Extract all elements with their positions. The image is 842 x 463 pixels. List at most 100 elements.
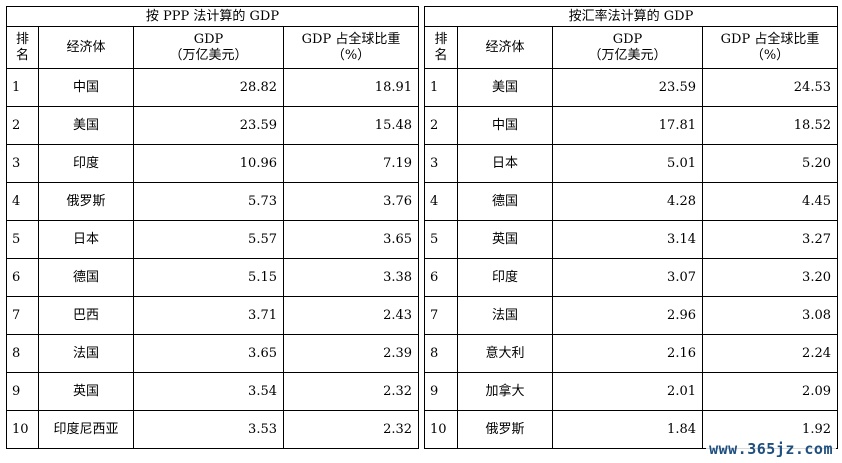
table-row: 3 印度 10.96 7.19 [6, 144, 420, 183]
gdp-value-cell: 2.96 [552, 296, 703, 335]
gdp-value-cell: 3.53 [133, 410, 284, 449]
share-value-cell: 18.52 [702, 106, 838, 145]
rank-cell: 9 [424, 372, 458, 411]
table-row: 1 中国 28.82 18.91 [6, 68, 420, 107]
table-row: 7 法国 2.96 3.08 [424, 296, 838, 335]
gdp-value-cell: 5.15 [133, 258, 284, 297]
gdp-value-cell: 4.28 [552, 182, 703, 221]
economy-cell: 加拿大 [457, 372, 553, 411]
share-value-cell: 3.27 [702, 220, 838, 259]
economy-cell: 法国 [457, 296, 553, 335]
share-value-cell: 3.08 [702, 296, 838, 335]
share-value-cell: 18.91 [282, 68, 420, 107]
economy-cell: 英国 [38, 372, 134, 411]
table-row: 5 日本 5.57 3.65 [6, 220, 420, 259]
table-row: 2 中国 17.81 18.52 [424, 106, 838, 145]
rank-cell: 7 [424, 296, 458, 335]
economy-cell: 意大利 [457, 334, 553, 373]
share-value-cell: 3.20 [702, 258, 838, 297]
table-row: 4 德国 4.28 4.45 [424, 182, 838, 221]
share-header: GDP 占全球比重 （%） [702, 26, 838, 69]
share-value-cell: 24.53 [702, 68, 838, 107]
gdp-value-cell: 5.57 [133, 220, 284, 259]
rank-cell: 5 [6, 220, 39, 259]
table-row: 6 印度 3.07 3.20 [424, 258, 838, 297]
ppp-gdp-table: 按 PPP 法计算的 GDP 排名 经济体 GDP （万亿美元） GDP 占全球… [5, 6, 420, 449]
rank-cell: 2 [6, 106, 39, 145]
share-value-cell: 5.20 [702, 144, 838, 183]
share-value-cell: 2.43 [282, 296, 420, 335]
economy-cell: 德国 [457, 182, 553, 221]
table-row: 5 英国 3.14 3.27 [424, 220, 838, 259]
share-value-cell: 4.45 [702, 182, 838, 221]
table-title: 按汇率法计算的 GDP [424, 6, 838, 27]
table-row: 1 美国 23.59 24.53 [424, 68, 838, 107]
share-value-cell: 2.09 [702, 372, 838, 411]
rank-cell: 3 [424, 144, 458, 183]
rank-cell: 2 [424, 106, 458, 145]
economy-cell: 俄罗斯 [457, 410, 553, 449]
rank-cell: 7 [6, 296, 39, 335]
economy-cell: 印度 [38, 144, 134, 183]
gdp-value-cell: 3.54 [133, 372, 284, 411]
economy-cell: 美国 [457, 68, 553, 107]
table-row: 9 加拿大 2.01 2.09 [424, 372, 838, 411]
economy-cell: 英国 [457, 220, 553, 259]
gdp-value-cell: 1.84 [552, 410, 703, 449]
economy-header: 经济体 [38, 26, 134, 69]
table-row: 7 巴西 3.71 2.43 [6, 296, 420, 335]
gdp-value-cell: 2.16 [552, 334, 703, 373]
rank-cell: 8 [6, 334, 39, 373]
share-value-cell: 2.32 [282, 410, 420, 449]
share-value-cell: 2.39 [282, 334, 420, 373]
gdp-value-cell: 5.01 [552, 144, 703, 183]
table-row: 4 俄罗斯 5.73 3.76 [6, 182, 420, 221]
rank-cell: 6 [6, 258, 39, 297]
gdp-value-cell: 3.07 [552, 258, 703, 297]
economy-cell: 中国 [38, 68, 134, 107]
gdp-value-cell: 23.59 [552, 68, 703, 107]
rank-cell: 1 [6, 68, 39, 107]
economy-cell: 中国 [457, 106, 553, 145]
share-value-cell: 15.48 [282, 106, 420, 145]
gdp-value-cell: 3.65 [133, 334, 284, 373]
rank-cell: 4 [6, 182, 39, 221]
table-row: 9 英国 3.54 2.32 [6, 372, 420, 411]
share-value-cell: 3.38 [282, 258, 420, 297]
gdp-value-cell: 10.96 [133, 144, 284, 183]
economy-cell: 美国 [38, 106, 134, 145]
table-row: 6 德国 5.15 3.38 [6, 258, 420, 297]
economy-cell: 印度 [457, 258, 553, 297]
rank-cell: 4 [424, 182, 458, 221]
gdp-value-cell: 23.59 [133, 106, 284, 145]
share-value-cell: 7.19 [282, 144, 420, 183]
rank-cell: 10 [6, 410, 39, 449]
share-header: GDP 占全球比重 （%） [282, 26, 420, 69]
gdp-value-cell: 17.81 [552, 106, 703, 145]
economy-cell: 日本 [457, 144, 553, 183]
rank-header: 排名 [6, 26, 39, 69]
gdp-value-cell: 3.14 [552, 220, 703, 259]
economy-cell: 德国 [38, 258, 134, 297]
table-row: 10 印度尼西亚 3.53 2.32 [6, 410, 420, 449]
rank-cell: 1 [424, 68, 458, 107]
share-value-cell: 2.32 [282, 372, 420, 411]
economy-cell: 巴西 [38, 296, 134, 335]
table-row: 2 美国 23.59 15.48 [6, 106, 420, 145]
economy-cell: 印度尼西亚 [38, 410, 134, 449]
rank-cell: 6 [424, 258, 458, 297]
site-watermark: www.365jz.com [706, 439, 836, 459]
table-title: 按 PPP 法计算的 GDP [5, 6, 420, 27]
table-row: 8 法国 3.65 2.39 [6, 334, 420, 373]
rank-cell: 9 [6, 372, 39, 411]
share-value-cell: 3.76 [282, 182, 420, 221]
share-value-cell: 2.24 [702, 334, 838, 373]
exchange-rate-gdp-table: 按汇率法计算的 GDP 排名 经济体 GDP （万亿美元） GDP 占全球比重 … [424, 6, 838, 449]
share-value-cell: 3.65 [282, 220, 420, 259]
rank-cell: 5 [424, 220, 458, 259]
economy-header: 经济体 [457, 26, 553, 69]
rank-cell: 8 [424, 334, 458, 373]
gdp-value-cell: 2.01 [552, 372, 703, 411]
gdp-value-cell: 3.71 [133, 296, 284, 335]
economy-cell: 日本 [38, 220, 134, 259]
